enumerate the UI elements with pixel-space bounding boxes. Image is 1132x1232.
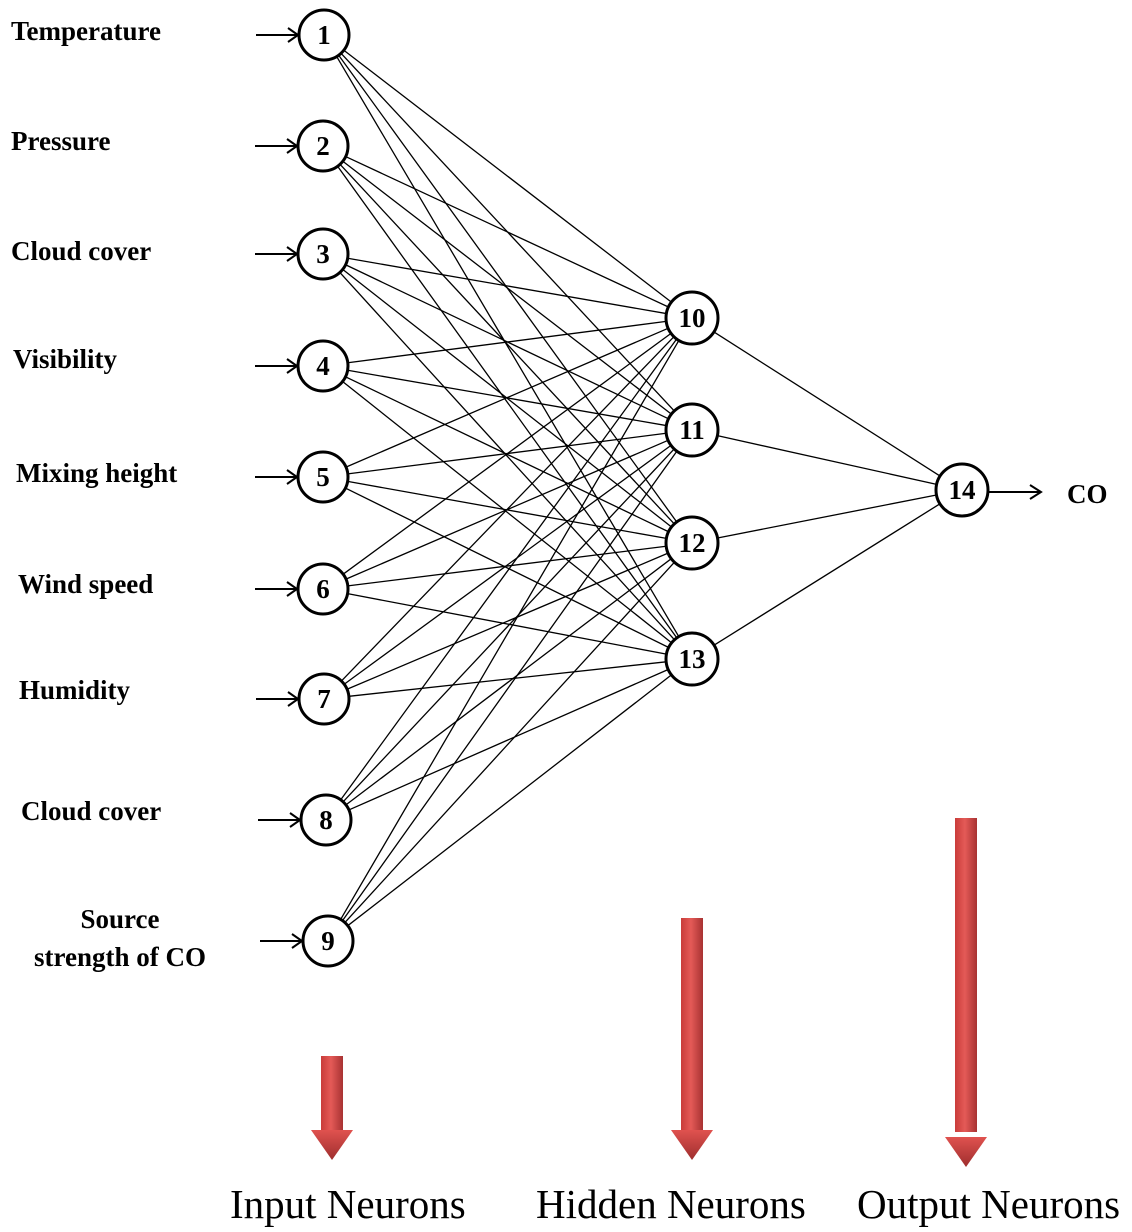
connection-2-11 (342, 160, 672, 415)
input-node-2: 2 (296, 119, 350, 173)
hidden-node-10: 10 (664, 290, 720, 346)
input-arrow-4 (255, 358, 299, 374)
connection-6-10 (342, 332, 672, 575)
svg-text:12: 12 (679, 528, 706, 558)
svg-text:6: 6 (316, 574, 330, 604)
caption-output-neurons: Output Neurons (857, 1181, 1121, 1227)
input-node-8: 8 (299, 793, 353, 847)
connection-9-13 (347, 674, 672, 927)
svg-text:3: 3 (316, 239, 330, 269)
connection-7-12 (346, 552, 669, 690)
input-label-visibility: Visibility (13, 344, 118, 374)
input-node-3: 3 (296, 227, 350, 281)
input-arrow-7 (256, 691, 300, 707)
connection-8-12 (345, 558, 672, 806)
connection-5-10 (345, 327, 669, 468)
connection-7-13 (348, 661, 667, 697)
input-arrow-6 (255, 581, 299, 597)
hidden-node-12: 12 (664, 515, 720, 571)
input-node-9: 9 (301, 914, 355, 968)
input-node-5: 5 (296, 450, 350, 504)
input-node-7: 7 (297, 672, 351, 726)
connection-2-12 (339, 163, 675, 525)
svg-text:5: 5 (316, 462, 330, 492)
connection-4-13 (342, 381, 673, 644)
connection-9-12 (344, 561, 675, 923)
input-label-cloud-cover-2: Cloud cover (21, 796, 162, 826)
connection-8-13 (348, 668, 669, 811)
input-label-mixing-height: Mixing height (16, 458, 178, 488)
svg-text:4: 4 (316, 351, 330, 381)
connection-13-14 (713, 503, 941, 646)
input-label-temperature: Temperature (11, 16, 161, 46)
connections-layer (336, 49, 941, 927)
input-label-source-strength: Source strength of CO (34, 904, 206, 972)
connection-12-14 (717, 494, 937, 539)
svg-text:11: 11 (679, 415, 705, 445)
connection-9-11 (341, 450, 678, 922)
caption-input-neurons: Input Neurons (230, 1181, 466, 1227)
svg-text:14: 14 (949, 475, 976, 505)
output-label-co: CO (1067, 479, 1108, 509)
connection-5-13 (345, 487, 669, 649)
input-node-6: 6 (296, 562, 350, 616)
svg-text:8: 8 (319, 805, 333, 835)
svg-text:7: 7 (317, 684, 331, 714)
input-arrow-5 (255, 469, 299, 485)
caption-hidden-neurons: Hidden Neurons (536, 1181, 806, 1227)
connection-1-10 (343, 49, 672, 303)
svg-text:13: 13 (679, 644, 706, 674)
connection-8-10 (340, 338, 678, 801)
input-arrow-1 (256, 27, 300, 43)
connection-3-10 (347, 257, 667, 315)
input-label-cloud-cover-1: Cloud cover (11, 236, 152, 266)
input-arrow-8 (258, 812, 302, 828)
svg-text:10: 10 (679, 303, 706, 333)
connection-6-13 (347, 593, 667, 655)
connection-2-10 (345, 155, 669, 308)
connection-6-12 (347, 545, 667, 587)
input-node-4: 4 (296, 339, 350, 393)
connection-10-14 (713, 331, 941, 477)
hidden-node-13: 13 (664, 631, 720, 687)
connection-9-10 (340, 340, 680, 920)
output-arrow (989, 484, 1043, 500)
input-label-wind-speed: Wind speed (18, 569, 154, 599)
input-arrow-3 (255, 246, 299, 262)
connection-4-10 (347, 320, 667, 364)
input-node-1: 1 (297, 8, 351, 62)
connection-2-13 (337, 165, 678, 639)
connection-8-11 (342, 448, 675, 803)
input-arrow-9 (260, 933, 304, 949)
svg-text:1: 1 (317, 20, 331, 50)
input-arrows-layer (255, 27, 304, 949)
svg-text:9: 9 (321, 926, 335, 956)
connection-7-11 (343, 444, 672, 685)
hidden-node-11: 11 (664, 402, 720, 458)
input-label-humidity: Humidity (19, 675, 131, 705)
connection-1-13 (336, 56, 680, 637)
output-neurons-arrow (945, 818, 987, 1167)
output-node-14: 14 (934, 462, 990, 518)
connection-3-13 (339, 272, 675, 641)
hidden-neurons-arrow (671, 918, 713, 1160)
connection-7-10 (340, 336, 675, 682)
input-label-pressure: Pressure (11, 126, 111, 156)
input-neurons-arrow (311, 1056, 353, 1160)
connection-11-14 (717, 435, 937, 485)
input-arrow-2 (255, 138, 299, 154)
svg-text:2: 2 (316, 131, 330, 161)
